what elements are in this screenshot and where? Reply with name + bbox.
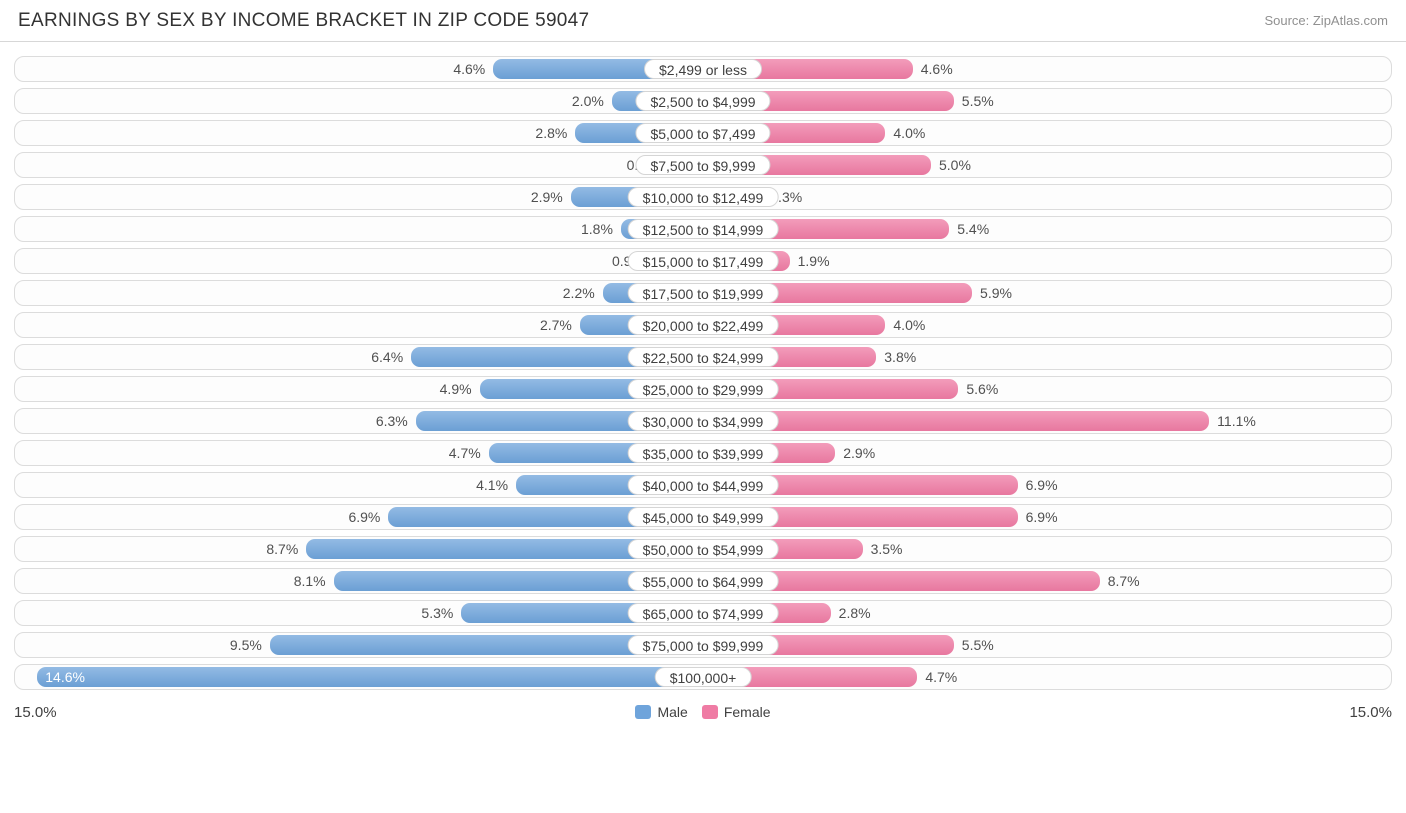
category-label: $25,000 to $29,999 bbox=[628, 379, 779, 399]
chart-row: 0.95% 1.9% $15,000 to $17,499 bbox=[14, 248, 1392, 274]
category-label: $30,000 to $34,999 bbox=[628, 411, 779, 431]
female-pct-label: 5.4% bbox=[949, 219, 1387, 239]
header: EARNINGS BY SEX BY INCOME BRACKET IN ZIP… bbox=[0, 0, 1406, 42]
female-bar bbox=[703, 411, 1209, 431]
male-pct-label: 2.9% bbox=[19, 187, 571, 207]
male-pct-label: 9.5% bbox=[19, 635, 270, 655]
legend-female-label: Female bbox=[724, 704, 771, 720]
category-label: $22,500 to $24,999 bbox=[628, 347, 779, 367]
female-pct-label: 5.5% bbox=[954, 635, 1387, 655]
chart-row: 4.9% 5.6% $25,000 to $29,999 bbox=[14, 376, 1392, 402]
female-pct-label: 2.9% bbox=[835, 443, 1387, 463]
female-pct-label: 1.9% bbox=[790, 251, 1387, 271]
female-pct-label: 1.3% bbox=[762, 187, 1387, 207]
category-label: $75,000 to $99,999 bbox=[628, 635, 779, 655]
chart-area: 4.6% 4.6% $2,499 or less 2.0% 5.5% $2,500 to … bbox=[14, 56, 1392, 696]
male-swatch-icon bbox=[635, 705, 651, 719]
category-label: $2,499 or less bbox=[644, 59, 762, 79]
female-pct-label: 4.6% bbox=[913, 59, 1387, 79]
chart-row: 2.0% 5.5% $2,500 to $4,999 bbox=[14, 88, 1392, 114]
chart-row: 4.6% 4.6% $2,499 or less bbox=[14, 56, 1392, 82]
female-pct-label: 8.7% bbox=[1100, 571, 1387, 591]
chart-row: 14.6% 4.7% $100,000+ bbox=[14, 664, 1392, 690]
category-label: $2,500 to $4,999 bbox=[635, 91, 770, 111]
chart-row: 6.3% 11.1% $30,000 to $34,999 bbox=[14, 408, 1392, 434]
male-pct-label: 2.7% bbox=[19, 315, 580, 335]
male-pct-label: 4.7% bbox=[19, 443, 489, 463]
chart-row: 6.4% 3.8% $22,500 to $24,999 bbox=[14, 344, 1392, 370]
female-pct-label: 4.7% bbox=[917, 667, 1387, 687]
male-pct-label: 1.8% bbox=[19, 219, 621, 239]
male-pct-label: 14.6% bbox=[45, 667, 85, 687]
female-pct-label: 6.9% bbox=[1018, 507, 1387, 527]
female-pct-label: 5.9% bbox=[972, 283, 1387, 303]
category-label: $20,000 to $22,499 bbox=[628, 315, 779, 335]
male-pct-label: 6.4% bbox=[19, 347, 411, 367]
category-label: $12,500 to $14,999 bbox=[628, 219, 779, 239]
category-label: $50,000 to $54,999 bbox=[628, 539, 779, 559]
female-pct-label: 2.8% bbox=[831, 603, 1387, 623]
chart-row: 2.9% 1.3%$10,000 to $12,499 bbox=[14, 184, 1392, 210]
chart-row: 5.3% 2.8% $65,000 to $74,999 bbox=[14, 600, 1392, 626]
chart-title: EARNINGS BY SEX BY INCOME BRACKET IN ZIP… bbox=[18, 10, 589, 32]
legend-male-label: Male bbox=[657, 704, 687, 720]
category-label: $10,000 to $12,499 bbox=[628, 187, 779, 207]
category-label: $100,000+ bbox=[655, 667, 752, 687]
chart-row: 8.1% 8.7% $55,000 to $64,999 bbox=[14, 568, 1392, 594]
male-pct-label: 2.8% bbox=[19, 123, 575, 143]
male-bar: 14.6% bbox=[37, 667, 703, 687]
female-pct-label: 3.5% bbox=[863, 539, 1387, 559]
legend-male: Male bbox=[635, 704, 687, 720]
chart-row: 1.8% 5.4% $12,500 to $14,999 bbox=[14, 216, 1392, 242]
female-pct-label: 4.0% bbox=[885, 315, 1387, 335]
category-label: $40,000 to $44,999 bbox=[628, 475, 779, 495]
category-label: $45,000 to $49,999 bbox=[628, 507, 779, 527]
category-label: $5,000 to $7,499 bbox=[635, 123, 770, 143]
category-label: $65,000 to $74,999 bbox=[628, 603, 779, 623]
category-label: $7,500 to $9,999 bbox=[635, 155, 770, 175]
chart-row: 4.1% 6.9% $40,000 to $44,999 bbox=[14, 472, 1392, 498]
legend-female: Female bbox=[702, 704, 771, 720]
male-pct-label: 5.3% bbox=[19, 603, 461, 623]
female-pct-label: 3.8% bbox=[876, 347, 1387, 367]
male-pct-label: 0.95% bbox=[19, 251, 660, 271]
male-pct-label: 2.2% bbox=[19, 283, 603, 303]
male-pct-label: 6.3% bbox=[19, 411, 416, 431]
female-pct-label: 6.9% bbox=[1018, 475, 1387, 495]
female-pct-label: 5.6% bbox=[958, 379, 1387, 399]
chart-row: 6.9% 6.9% $45,000 to $49,999 bbox=[14, 504, 1392, 530]
female-swatch-icon bbox=[702, 705, 718, 719]
female-pct-label: 5.0% bbox=[931, 155, 1387, 175]
chart-row: 4.7% 2.9% $35,000 to $39,999 bbox=[14, 440, 1392, 466]
category-label: $35,000 to $39,999 bbox=[628, 443, 779, 463]
male-pct-label: 4.1% bbox=[19, 475, 516, 495]
category-label: $17,500 to $19,999 bbox=[628, 283, 779, 303]
chart-row: 0.63% 5.0% $7,500 to $9,999 bbox=[14, 152, 1392, 178]
female-pct-label: 11.1% bbox=[1209, 411, 1387, 431]
axis-left-label: 15.0% bbox=[14, 704, 57, 721]
female-pct-label: 5.5% bbox=[954, 91, 1387, 111]
male-pct-label: 4.9% bbox=[19, 379, 480, 399]
chart-row: 9.5% 5.5% $75,000 to $99,999 bbox=[14, 632, 1392, 658]
male-pct-label: 8.7% bbox=[19, 539, 306, 559]
male-pct-label: 8.1% bbox=[19, 571, 334, 591]
chart-row: 8.7% 3.5% $50,000 to $54,999 bbox=[14, 536, 1392, 562]
chart-row: 2.7% 4.0% $20,000 to $22,499 bbox=[14, 312, 1392, 338]
male-pct-label: 0.63% bbox=[19, 155, 674, 175]
category-label: $55,000 to $64,999 bbox=[628, 571, 779, 591]
male-pct-label: 2.0% bbox=[19, 91, 612, 111]
male-pct-label: 4.6% bbox=[19, 59, 493, 79]
axis-right-label: 15.0% bbox=[1349, 704, 1392, 721]
male-pct-label: 6.9% bbox=[19, 507, 388, 527]
footer: 15.0% Male Female 15.0% bbox=[14, 700, 1392, 724]
category-label: $15,000 to $17,499 bbox=[628, 251, 779, 271]
source-label: Source: ZipAtlas.com bbox=[1264, 13, 1388, 28]
legend: Male Female bbox=[635, 704, 770, 720]
female-pct-label: 4.0% bbox=[885, 123, 1387, 143]
chart-row: 2.8% 4.0% $5,000 to $7,499 bbox=[14, 120, 1392, 146]
chart-row: 2.2% 5.9% $17,500 to $19,999 bbox=[14, 280, 1392, 306]
